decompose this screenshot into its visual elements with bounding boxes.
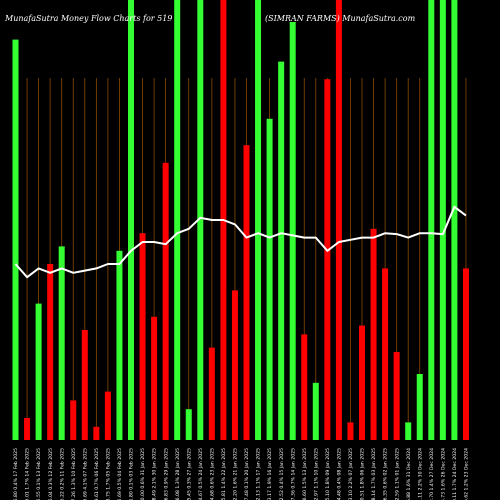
bar [81,330,88,440]
bar [393,352,400,440]
bar [439,0,446,440]
bar [104,391,111,440]
bar [405,422,412,440]
x-tick-label: 5.45 0.3% 27 Jan 2025 [186,448,192,500]
bar [128,0,134,440]
bar [266,118,273,441]
x-tick-label: 3.17 1.9% 16 Jan 2025 [267,448,273,500]
x-tick-label: 5.69 0.5% 04 Feb 2025 [117,448,123,500]
x-tick-label: 5.10 1.8% 09 Jan 2025 [325,448,331,500]
bar [301,334,308,440]
bar [451,0,458,440]
bars [12,0,469,441]
x-tick-label: 5.81 1.4% 22 Jan 2025 [221,448,227,500]
x-tick-label: 2.97 1.1% 10 Jan 2025 [313,448,319,500]
x-tick-label: 6.80 0.4% 17 Feb 2025 [13,448,19,500]
bar [24,418,31,440]
bar [359,325,365,440]
x-tick-labels: 6.80 0.4% 17 Feb 2025 5.01 1.7% 14 Feb 20… [13,448,469,500]
bar [35,303,42,440]
bar [185,409,192,440]
x-tick-label: 1.80 0.1% 03 Feb 2025 [129,448,135,500]
bar [462,268,469,440]
bar [289,22,296,440]
bar [93,426,100,440]
bar [243,145,250,440]
chart-title-right: (SIMRAN FARMS) MunafaSutra.com [265,14,416,23]
x-tick-label: 7.26 1.3% 10 Feb 2025 [71,448,77,500]
bar [416,374,423,440]
x-tick-label: 5.73 1.6% 26 Dec 2024 [440,448,446,500]
bar [312,382,319,440]
x-tick-label: 6.88 1.6% 31 Dec 2024 [406,448,412,500]
x-tick-label: 8.75 1.7% 05 Feb 2025 [106,448,112,500]
bar [58,246,65,440]
x-tick-label: 6.62 1.2% 23 Dec 2024 [464,448,470,500]
flow-line-path [14,205,467,279]
x-tick-label: 7.36 0.7% 14 Jan 2025 [290,448,296,500]
bar [382,268,389,440]
flow-line [14,205,467,279]
x-tick-label: 5.55 0.1% 13 Feb 2025 [36,448,42,500]
bar [370,228,377,440]
x-tick-label: 2.59 1.1% 01 Jan 2025 [394,448,400,500]
x-tick-label: 0.11 1.7% 24 Dec 2024 [452,448,458,500]
x-tick-label: 4.48 0.4% 08 Jan 2025 [337,448,343,500]
bar [174,0,181,440]
bar [208,347,215,440]
bar [428,0,435,440]
x-tick-label: 7.48 0.1% 20 Jan 2025 [244,448,250,500]
bar [116,250,123,440]
bar [151,316,158,440]
x-tick-label: 4.67 0.5% 24 Jan 2025 [198,448,204,500]
bar [197,0,204,440]
x-tick-label: 4.68 0.6% 23 Jan 2025 [209,448,215,500]
x-tick-label: 5.01 1.7% 14 Feb 2025 [25,448,31,500]
x-tick-label: 6.22 0.2% 11 Feb 2025 [59,448,65,500]
x-tick-label: 5.69 4.1% 07 Feb 2025 [82,448,88,500]
bar [255,0,262,440]
x-tick-label: 6.35 0.6% 02 Jan 2025 [383,448,389,500]
x-tick-label: 6.83 0.9% 29 Jan 2025 [163,448,169,500]
x-tick-label: 8.49 2.1% 30 Jan 2025 [152,448,158,500]
bar [47,264,54,440]
bar [324,79,331,440]
x-tick-label: 2.70 1.4% 27 Dec 2024 [429,448,435,500]
x-tick-label: 0.51 1.8% 06 Jan 2025 [360,448,366,500]
x-tick-label: 2.20 1.6% 21 Jan 2025 [233,448,239,500]
bar [335,0,342,440]
x-tick-label: 6.08 1.3% 28 Jan 2025 [175,448,181,500]
x-tick-label: 6.04 0.3% 12 Feb 2025 [48,448,54,500]
bar [12,39,19,440]
bar [139,233,146,440]
x-tick-label: 0.00 0.6% 31 Jan 2025 [140,448,146,500]
bar [278,61,285,440]
bar [347,422,354,440]
bar [162,162,169,441]
bar [70,400,77,440]
x-tick-label: 8.14 1.7% 03 Jan 2025 [371,448,377,500]
x-tick-label: 3.10 2.2% 07 Jan 2025 [348,448,354,500]
x-tick-label: 6.60 1.5% 13 Jan 2025 [302,448,308,500]
bar [231,290,238,440]
x-tick-label: 9.61 0.7% 06 Feb 2025 [94,448,100,500]
x-tick-label: 1.11 2.2% 30 Dec 2024 [417,448,423,500]
x-tick-label: 2.52 0.4% 15 Jan 2025 [279,448,285,500]
chart-title-left: MunafaSutra Money Flow Charts for 519 [4,14,172,23]
x-tick-label: 2.13 1.1% 17 Jan 2025 [256,448,262,500]
